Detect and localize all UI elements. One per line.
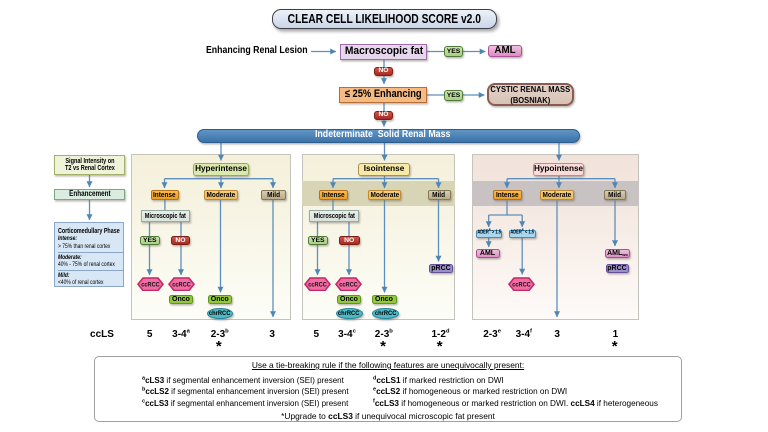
svg-text:ccRCC: ccRCC [339,281,358,288]
svg-text:ccRCC: ccRCC [512,281,531,288]
svg-text:ccRCC: ccRCC [308,281,327,288]
svg-text:ccRCC: ccRCC [172,281,191,288]
svg-text:ccRCC: ccRCC [141,281,160,288]
